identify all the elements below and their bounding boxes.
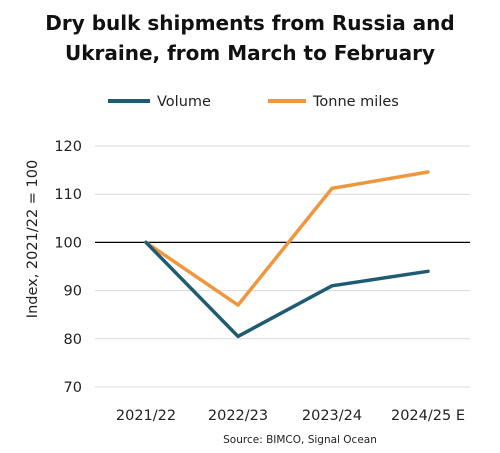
x-tick-label: 2023/24 <box>302 408 362 424</box>
series-line-tonne-miles <box>144 170 430 307</box>
grid-lines <box>95 145 470 388</box>
chart-title-line-2: Ukraine, from March to February <box>64 41 436 65</box>
chart-title-line-1: Dry bulk shipments from Russia and <box>45 11 455 35</box>
y-tick-label: 110 <box>54 187 82 203</box>
y-tick-label: 70 <box>64 380 82 396</box>
x-tick-label: 2024/25 E <box>391 408 465 424</box>
legend-label-volume: Volume <box>157 94 211 110</box>
x-tick-labels: 2021/22 2022/23 2023/24 2024/25 E <box>116 408 465 424</box>
y-tick-label: 100 <box>54 235 82 251</box>
y-tick-label: 80 <box>64 332 82 348</box>
y-tick-labels: 70 80 90 100 110 120 <box>54 139 82 396</box>
series-lines <box>144 170 430 339</box>
legend-label-tonne-miles: Tonne miles <box>312 94 399 110</box>
y-tick-label: 90 <box>64 284 82 300</box>
chart-title: Dry bulk shipments from Russia and Ukrai… <box>0 8 500 68</box>
y-axis-title: Index, 2021/22 = 100 <box>25 160 41 318</box>
series-line-volume <box>144 240 430 339</box>
x-tick-label: 2021/22 <box>116 408 176 424</box>
x-tick-label: 2022/23 <box>208 408 268 424</box>
y-tick-label: 120 <box>54 139 82 155</box>
source-label: Source: BIMCO, Signal Ocean <box>223 434 377 446</box>
legend: Volume Tonne miles <box>108 94 399 110</box>
